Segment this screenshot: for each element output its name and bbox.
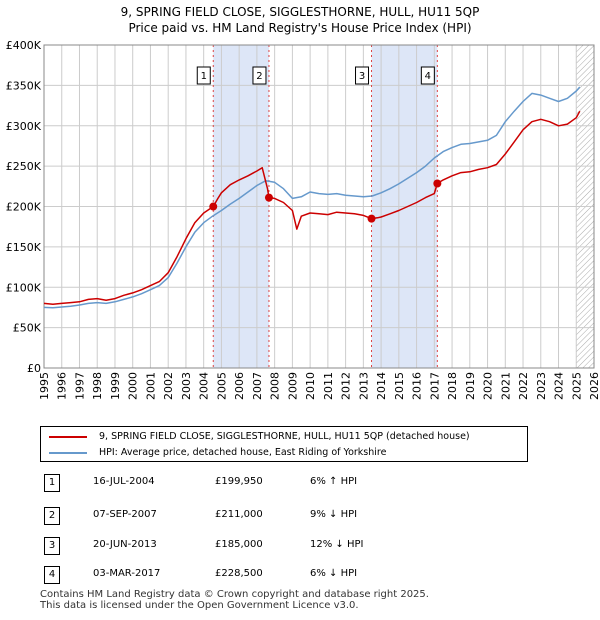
y-tick-label: £150K	[6, 241, 42, 254]
sale-label-box	[420, 66, 435, 85]
x-tick-label: 2018	[446, 372, 459, 400]
x-tick-label: 2008	[269, 372, 282, 400]
x-tick-label: 2017	[428, 372, 441, 400]
hpi-line	[43, 86, 581, 309]
sale-point	[264, 193, 273, 202]
y-tick-label: £300K	[6, 120, 42, 133]
sale-price: £199,950	[215, 476, 263, 487]
footer-licence: This data is licensed under the Open Gov…	[40, 600, 359, 611]
x-tick-label: 2023	[535, 372, 548, 400]
legend-swatch-hpi	[49, 452, 87, 454]
sale-label-box	[252, 66, 267, 85]
sale-price: £228,500	[215, 568, 263, 579]
x-tick-label: 2007	[251, 372, 264, 400]
y-tick-label: £350K	[6, 79, 42, 92]
sale-row: 1 16-JUL-2004 £199,950 6% ↑ HPI	[40, 474, 560, 492]
x-tick-label: 1999	[109, 372, 122, 400]
x-tick-label: 2009	[286, 372, 299, 400]
sale-date: 16-JUL-2004	[93, 476, 155, 487]
sale-number-badge: 4	[44, 566, 60, 584]
y-tick-label: £0	[27, 362, 41, 375]
x-tick-label: 2000	[127, 372, 140, 400]
x-tick-label: 2025	[570, 372, 583, 400]
y-tick-label: £200K	[6, 201, 42, 214]
x-tick-label: 1995	[38, 372, 51, 400]
legend-label-hpi: HPI: Average price, detached house, East…	[99, 447, 387, 458]
y-tick-label: £250K	[6, 160, 42, 173]
sale-row: 3 20-JUN-2013 £185,000 12% ↓ HPI	[40, 537, 560, 555]
sale-hpi-diff: 12% ↓ HPI	[310, 539, 364, 550]
sale-hpi-diff: 6% ↓ HPI	[310, 568, 358, 579]
x-tick-label: 2015	[393, 372, 406, 400]
sale-price: £211,000	[215, 509, 263, 520]
x-tick-label: 1998	[91, 372, 104, 400]
x-tick-label: 2001	[144, 372, 157, 400]
y-tick-label: £50K	[13, 322, 42, 335]
sale-label: 1	[201, 71, 207, 82]
legend-label-property: 9, SPRING FIELD CLOSE, SIGGLESTHORNE, HU…	[99, 431, 470, 442]
x-tick-label: 2020	[482, 372, 495, 400]
sale-label-box	[355, 66, 370, 85]
legend: 9, SPRING FIELD CLOSE, SIGGLESTHORNE, HU…	[40, 426, 528, 462]
x-tick-label: 1996	[56, 372, 69, 400]
x-tick-label: 2019	[464, 372, 477, 400]
sale-point	[433, 179, 442, 188]
y-tick-label: £100K	[6, 281, 42, 294]
x-tick-label: 2022	[517, 372, 530, 400]
x-tick-label: 2004	[198, 372, 211, 400]
x-tick-label: 2002	[162, 372, 175, 400]
x-tick-label: 2003	[180, 372, 193, 400]
x-tick-label: 2016	[411, 372, 424, 400]
sale-hpi-diff: 6% ↑ HPI	[310, 476, 358, 487]
sale-label: 4	[425, 71, 431, 82]
sale-point	[209, 202, 218, 211]
footer: Contains HM Land Registry data © Crown c…	[40, 589, 429, 611]
x-tick-label: 2010	[304, 372, 317, 400]
sale-date: 03-MAR-2017	[93, 568, 161, 579]
x-tick-label: 2013	[357, 372, 370, 400]
sale-date: 20-JUN-2013	[93, 539, 157, 550]
sale-row: 4 03-MAR-2017 £228,500 6% ↓ HPI	[40, 566, 560, 584]
sale-number-badge: 3	[44, 537, 60, 555]
sale-price: £185,000	[215, 539, 263, 550]
plot-area-border	[43, 44, 595, 369]
x-tick-label: 2014	[375, 372, 388, 400]
x-tick-label: 2021	[499, 372, 512, 400]
y-tick-label: £400K	[6, 39, 42, 52]
sale-number-badge: 1	[44, 474, 60, 492]
legend-swatch-property	[49, 436, 87, 438]
x-tick-label: 2012	[340, 372, 353, 400]
x-tick-label: 1997	[73, 372, 86, 400]
chart-subtitle: Price paid vs. HM Land Registry's House …	[128, 21, 472, 35]
sale-label: 3	[359, 71, 365, 82]
x-tick-label: 2024	[553, 372, 566, 400]
sale-label: 2	[256, 71, 262, 82]
sale-number-badge: 2	[44, 507, 60, 525]
sale-date: 07-SEP-2007	[93, 509, 157, 520]
sale-label-box	[196, 66, 211, 85]
sale-row: 2 07-SEP-2007 £211,000 9% ↓ HPI	[40, 507, 560, 525]
x-tick-label: 2006	[233, 372, 246, 400]
x-tick-label: 2026	[588, 372, 600, 400]
sale-hpi-diff: 9% ↓ HPI	[310, 509, 358, 520]
property-price-line	[43, 110, 581, 305]
footer-copyright: Contains HM Land Registry data © Crown c…	[40, 589, 429, 600]
chart-title: 9, SPRING FIELD CLOSE, SIGGLESTHORNE, HU…	[120, 5, 480, 19]
sale-point	[367, 214, 376, 223]
x-tick-label: 2011	[322, 372, 335, 400]
x-tick-label: 2005	[215, 372, 228, 400]
price-chart: £0 £50K £100K £150K £200K £250K £300K £350K £400…	[6, 39, 600, 400]
